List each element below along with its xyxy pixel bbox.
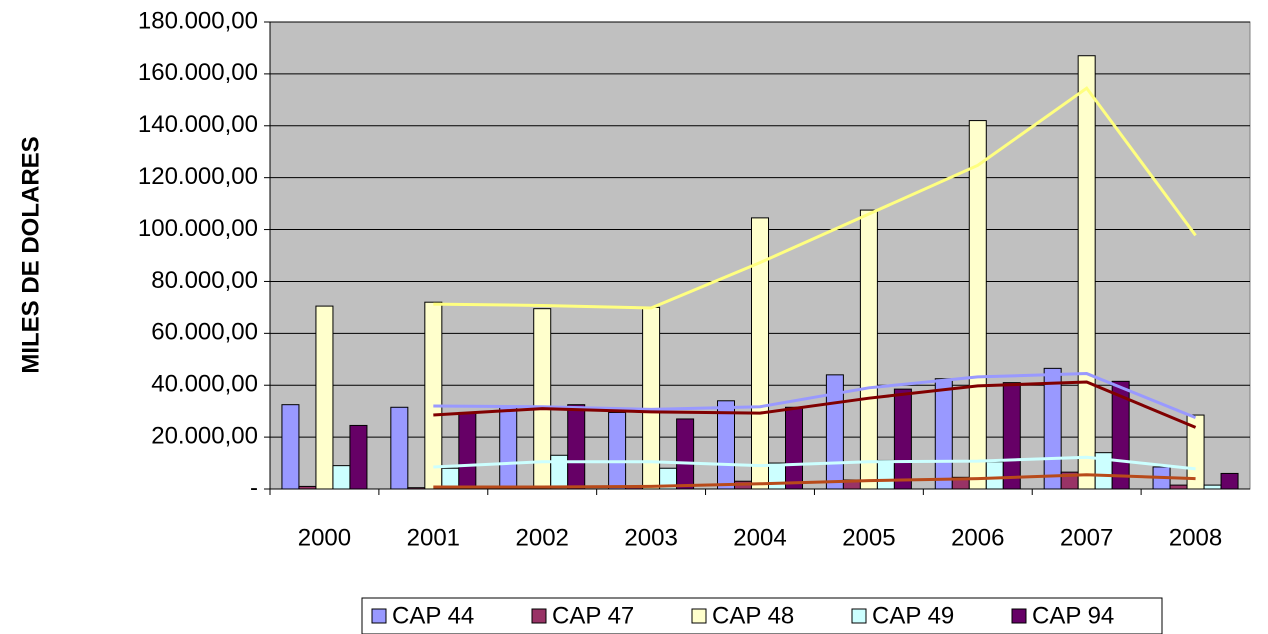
bar [424,301,443,490]
y-tick-label: 20.000,00 [151,422,258,449]
bar [876,459,895,490]
y-axis-label: MILES DE DOLARES [17,136,44,373]
bar [1043,367,1062,490]
bar [768,462,786,490]
y-tick-label: - [250,474,258,501]
y-tick-label: 60.000,00 [151,319,258,346]
bar [893,388,912,490]
bar [332,465,351,490]
bar [349,424,368,490]
legend [361,597,1163,634]
x-tick-label: 2003 [624,524,677,551]
bar [1203,484,1222,490]
legend-label: CAP 94 [1032,602,1114,629]
bar [1077,55,1096,490]
y-tick-label: 80.000,00 [151,267,258,294]
y-tick-label: 180.000,00 [138,7,258,34]
bar [390,406,409,490]
trendline [433,86,1197,310]
legend-label: CAP 49 [872,602,954,629]
bar [608,411,627,490]
trendline [433,372,1197,420]
bar [968,120,987,490]
bar [567,404,586,490]
bar [499,405,518,490]
bar [785,406,803,490]
bar [458,411,477,490]
bar [934,378,953,490]
trendline [433,380,1197,429]
x-tick-label: 2002 [516,524,569,551]
legend-swatch [531,608,547,624]
trendline [433,455,1196,471]
legend-swatch [1011,608,1027,624]
legend-label: CAP 44 [392,602,474,629]
bar [676,418,695,490]
x-tick-label: 2004 [733,524,786,551]
bar [859,209,878,490]
y-tick-label: 100.000,00 [138,215,258,242]
y-tick-label: 40.000,00 [151,371,258,398]
legend-label: CAP 48 [712,602,794,629]
bar [985,461,1004,490]
bar [281,404,300,490]
trendline [433,473,1196,489]
bar [1002,382,1021,490]
bar [315,305,334,490]
bar [1220,472,1239,490]
x-tick-label: 2008 [1169,524,1222,551]
legend-swatch [371,608,387,624]
y-tick-label: 140.000,00 [138,111,258,138]
legend-swatch [691,608,707,624]
y-tick-label: 160.000,00 [138,59,258,86]
x-tick-label: 2007 [1060,524,1113,551]
x-tick-label: 2000 [298,524,351,551]
x-tick-label: 2001 [407,524,460,551]
y-tick-label: 120.000,00 [138,163,258,190]
legend-swatch [851,608,867,624]
legend-label: CAP 47 [552,602,634,629]
bar [1169,484,1188,490]
x-tick-label: 2006 [951,524,1004,551]
x-tick-label: 2005 [842,524,895,551]
